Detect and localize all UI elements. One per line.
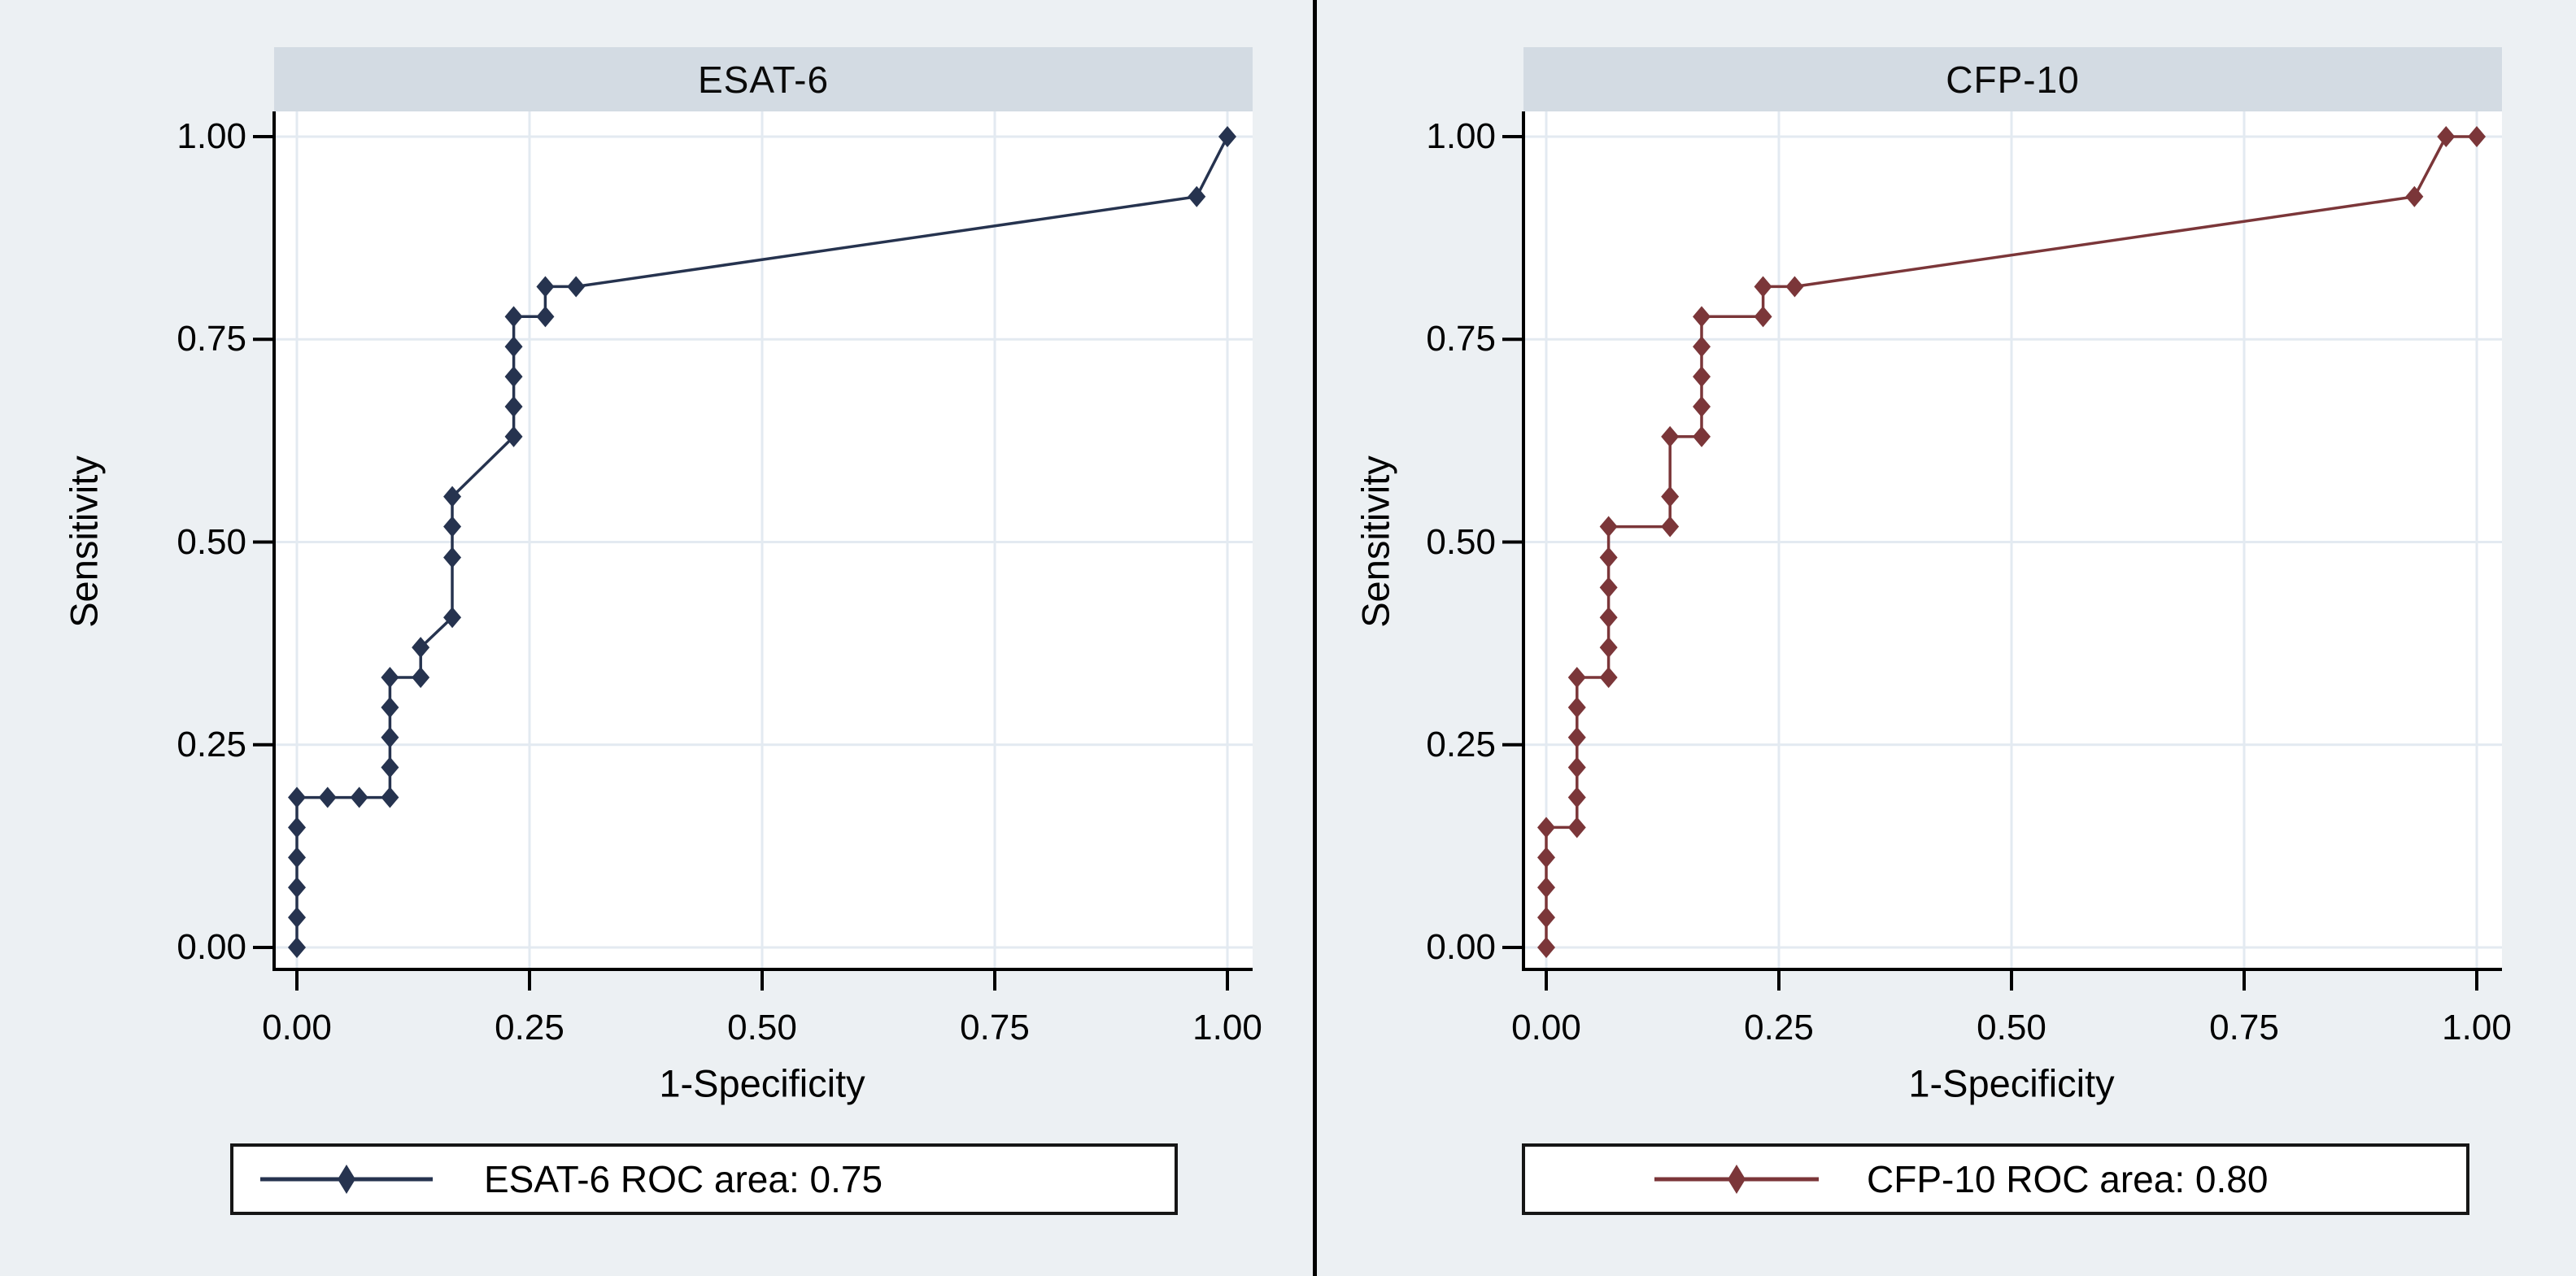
roc-marker-esat6 <box>443 516 462 538</box>
roc-marker-cfp10 <box>1567 756 1586 778</box>
x-tick-label: 0.50 <box>727 1008 797 1047</box>
roc-marker-cfp10 <box>1567 786 1586 808</box>
x-tick-label: 0.25 <box>1744 1008 1814 1047</box>
roc-marker-cfp10 <box>2405 185 2424 207</box>
roc-marker-cfp10 <box>1785 276 1804 298</box>
y-tick-label: 1.00 <box>1426 116 1496 156</box>
panel-title-cfp10: CFP-10 <box>1946 58 2080 101</box>
x-tick-label: 0.00 <box>262 1008 332 1047</box>
roc-marker-cfp10 <box>1537 817 1555 838</box>
roc-marker-esat6 <box>381 726 399 748</box>
roc-marker-esat6 <box>288 817 306 838</box>
roc-marker-esat6 <box>288 847 306 869</box>
roc-marker-esat6 <box>288 907 306 929</box>
roc-marker-esat6 <box>288 786 306 808</box>
panel-titlebar-esat6: ESAT-6 <box>274 47 1253 111</box>
roc-marker-esat6 <box>1218 126 1236 147</box>
roc-marker-cfp10 <box>1693 336 1711 358</box>
roc-marker-esat6 <box>381 786 399 808</box>
x-tick-label: 1.00 <box>1192 1008 1262 1047</box>
roc-marker-esat6 <box>412 666 430 688</box>
y-tick-label: 0.00 <box>177 927 246 967</box>
roc-marker-cfp10 <box>1567 696 1586 718</box>
roc-marker-esat6 <box>504 425 523 447</box>
roc-marker-cfp10 <box>1693 396 1711 418</box>
roc-marker-cfp10 <box>1599 637 1618 659</box>
legend-esat6: ESAT-6 ROC area: 0.75 <box>230 1143 1178 1215</box>
x-tick-label: 0.25 <box>495 1008 564 1047</box>
roc-marker-esat6 <box>381 696 399 718</box>
roc-marker-cfp10 <box>1599 516 1618 538</box>
roc-marker-esat6 <box>443 486 462 507</box>
panel-divider <box>1313 0 1317 1276</box>
roc-marker-esat6 <box>318 786 337 808</box>
roc-marker-esat6 <box>536 276 555 298</box>
roc-marker-cfp10 <box>1567 666 1586 688</box>
roc-marker-esat6 <box>412 637 430 659</box>
roc-marker-esat6 <box>288 877 306 899</box>
roc-marker-esat6 <box>504 366 523 388</box>
x-axis-title-cfp10: 1-Specificity <box>1908 1061 2115 1105</box>
x-tick-label: 0.75 <box>2209 1008 2279 1047</box>
y-tick-label: 1.00 <box>177 116 246 156</box>
roc-marker-cfp10 <box>1693 306 1711 328</box>
y-tick-label: 0.75 <box>1426 319 1496 359</box>
roc-marker-cfp10 <box>1693 425 1711 447</box>
x-tick-label: 0.00 <box>1511 1008 1581 1047</box>
roc-marker-esat6 <box>381 756 399 778</box>
roc-marker-esat6 <box>567 276 586 298</box>
roc-marker-cfp10 <box>2437 126 2456 147</box>
roc-marker-esat6 <box>536 306 555 328</box>
y-tick-label: 0.25 <box>177 724 246 764</box>
legend-diamond-icon-esat6 <box>338 1165 355 1194</box>
legend-cfp10: CFP-10 ROC area: 0.80 <box>1522 1143 2469 1215</box>
roc-marker-cfp10 <box>1754 276 1772 298</box>
y-tick-label: 0.25 <box>1426 724 1496 764</box>
roc-marker-cfp10 <box>2468 126 2486 147</box>
roc-marker-cfp10 <box>1693 366 1711 388</box>
legend-line-sample-cfp10 <box>1654 1165 1819 1194</box>
roc-marker-esat6 <box>350 786 368 808</box>
legend-label-cfp10: CFP-10 ROC area: 0.80 <box>1867 1158 2269 1200</box>
roc-marker-esat6 <box>504 396 523 418</box>
roc-marker-esat6 <box>1188 185 1206 207</box>
roc-marker-cfp10 <box>1661 486 1680 507</box>
roc-marker-cfp10 <box>1537 937 1555 958</box>
legend-diamond-icon-cfp10 <box>1728 1165 1746 1194</box>
legend-line-sample-esat6 <box>260 1165 433 1194</box>
roc-marker-cfp10 <box>1537 907 1555 929</box>
x-tick-label: 0.50 <box>1977 1008 2046 1047</box>
roc-marker-cfp10 <box>1537 877 1555 899</box>
y-tick-label: 0.50 <box>1426 521 1496 562</box>
panel-titlebar-cfp10: CFP-10 <box>1523 47 2502 111</box>
roc-marker-cfp10 <box>1661 516 1680 538</box>
roc-marker-esat6 <box>504 336 523 358</box>
roc-marker-cfp10 <box>1661 425 1680 447</box>
roc-marker-cfp10 <box>1599 577 1618 599</box>
x-tick-label: 1.00 <box>2442 1008 2512 1047</box>
x-axis-title-esat6: 1-Specificity <box>659 1061 865 1105</box>
roc-marker-esat6 <box>443 607 462 629</box>
roc-marker-cfp10 <box>1599 547 1618 568</box>
roc-marker-esat6 <box>381 666 399 688</box>
x-tick-label: 0.75 <box>960 1008 1030 1047</box>
y-tick-label: 0.75 <box>177 319 246 359</box>
roc-marker-cfp10 <box>1567 817 1586 838</box>
roc-marker-cfp10 <box>1567 726 1586 748</box>
roc-marker-esat6 <box>288 937 306 958</box>
roc-marker-cfp10 <box>1599 666 1618 688</box>
roc-marker-cfp10 <box>1537 847 1555 869</box>
roc-marker-esat6 <box>504 306 523 328</box>
y-tick-label: 0.50 <box>177 521 246 562</box>
panel-title-esat6: ESAT-6 <box>697 58 830 101</box>
roc-marker-esat6 <box>443 547 462 568</box>
roc-marker-cfp10 <box>1754 306 1772 328</box>
y-tick-label: 0.00 <box>1426 927 1496 967</box>
legend-label-esat6: ESAT-6 ROC area: 0.75 <box>484 1158 883 1200</box>
roc-marker-cfp10 <box>1599 607 1618 629</box>
